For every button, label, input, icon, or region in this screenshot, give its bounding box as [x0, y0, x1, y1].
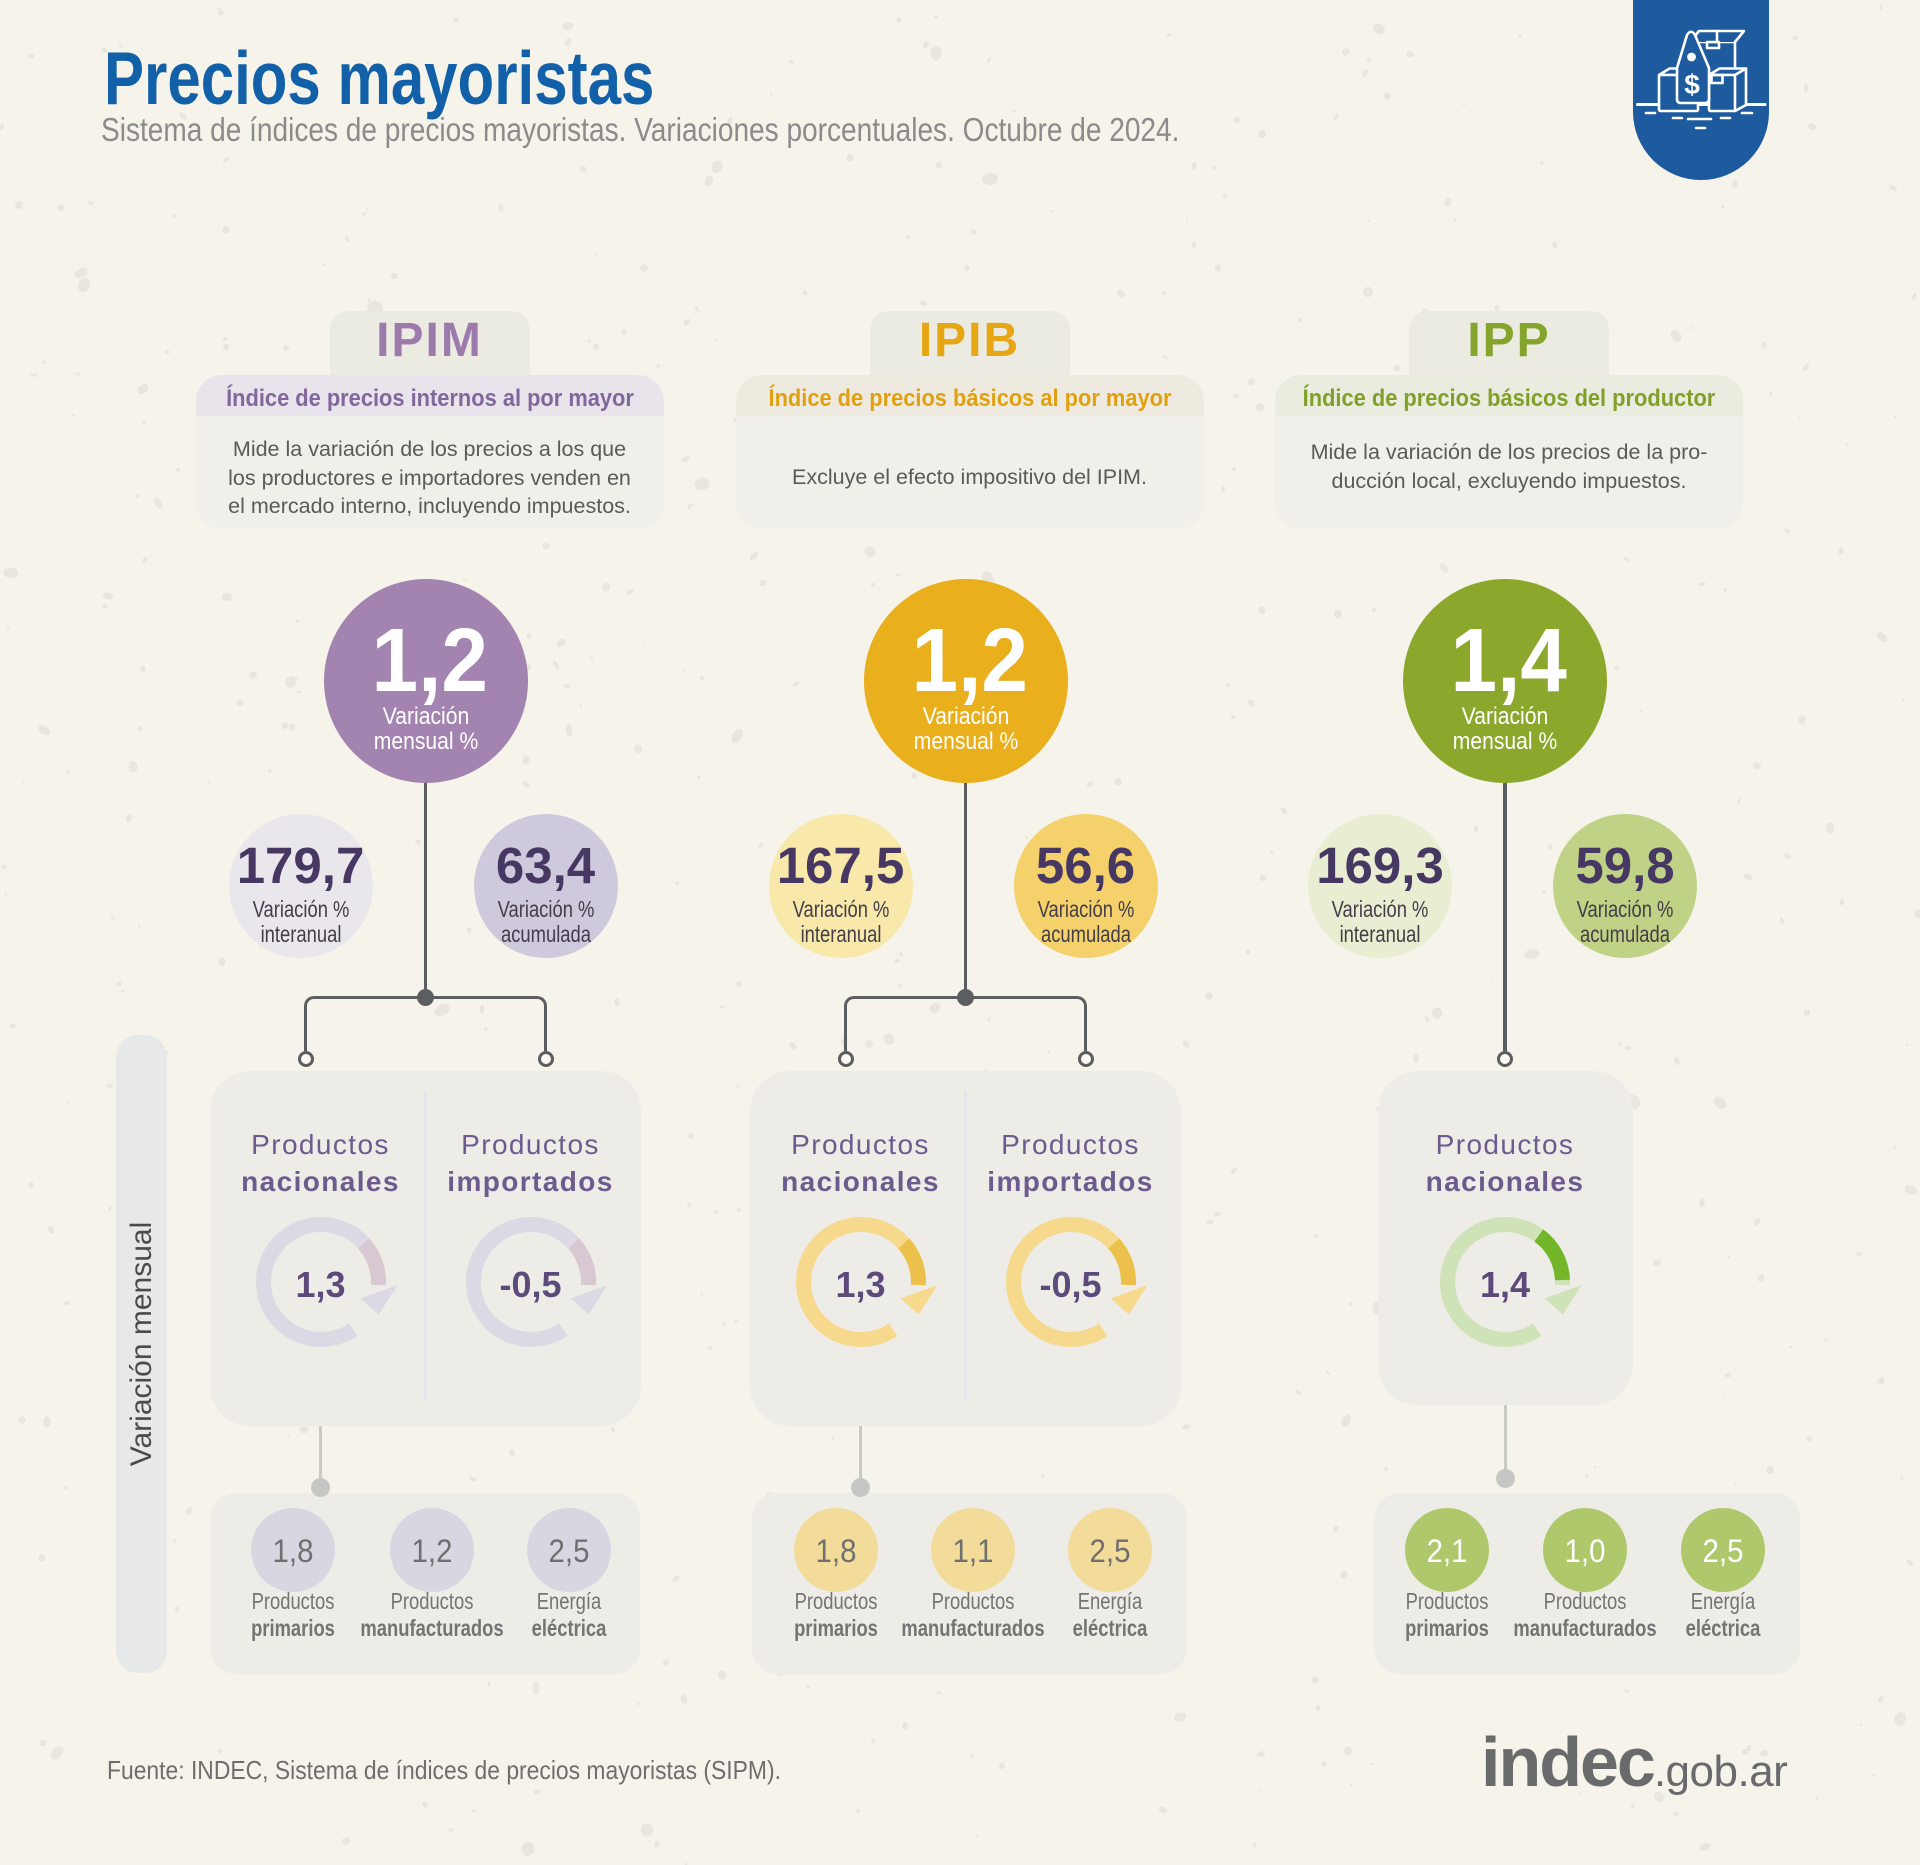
svg-text:$: $: [1684, 69, 1700, 100]
